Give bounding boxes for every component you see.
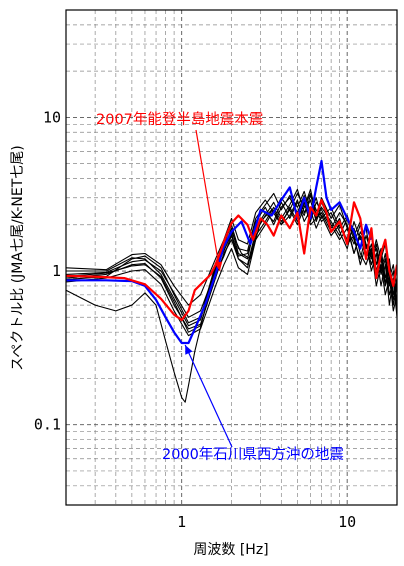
- annotations: 2007年能登半島地震本震 2000年石川県西方沖の地震: [96, 111, 344, 463]
- y-tick-label: 10: [43, 108, 61, 126]
- grid: [66, 10, 397, 505]
- series-line-ishikawa-2000: [66, 159, 373, 345]
- series-lines: [66, 159, 397, 403]
- annotation-arrow: [184, 344, 233, 448]
- series-line-noto-2007: [66, 198, 397, 322]
- annotation-arrow: [195, 129, 223, 272]
- tick-labels: 1 10 0.1 1 10: [34, 108, 356, 531]
- y-tick-label: 1: [52, 262, 61, 280]
- annotation-label: 2007年能登半島地震本震: [96, 111, 263, 128]
- y-axis-label: スペクトル比 (JMA七尾/K-NET七尾): [10, 145, 26, 371]
- y-tick-label: 0.1: [34, 416, 61, 434]
- series-line: [66, 194, 397, 327]
- x-tick-label: 10: [338, 513, 356, 531]
- series-line: [66, 192, 397, 333]
- plot-frame: [65, 9, 398, 506]
- annotation-label: 2000年石川県西方沖の地震: [162, 446, 344, 463]
- x-axis-label: 周波数 [Hz]: [193, 542, 268, 558]
- x-tick-label: 1: [177, 513, 186, 531]
